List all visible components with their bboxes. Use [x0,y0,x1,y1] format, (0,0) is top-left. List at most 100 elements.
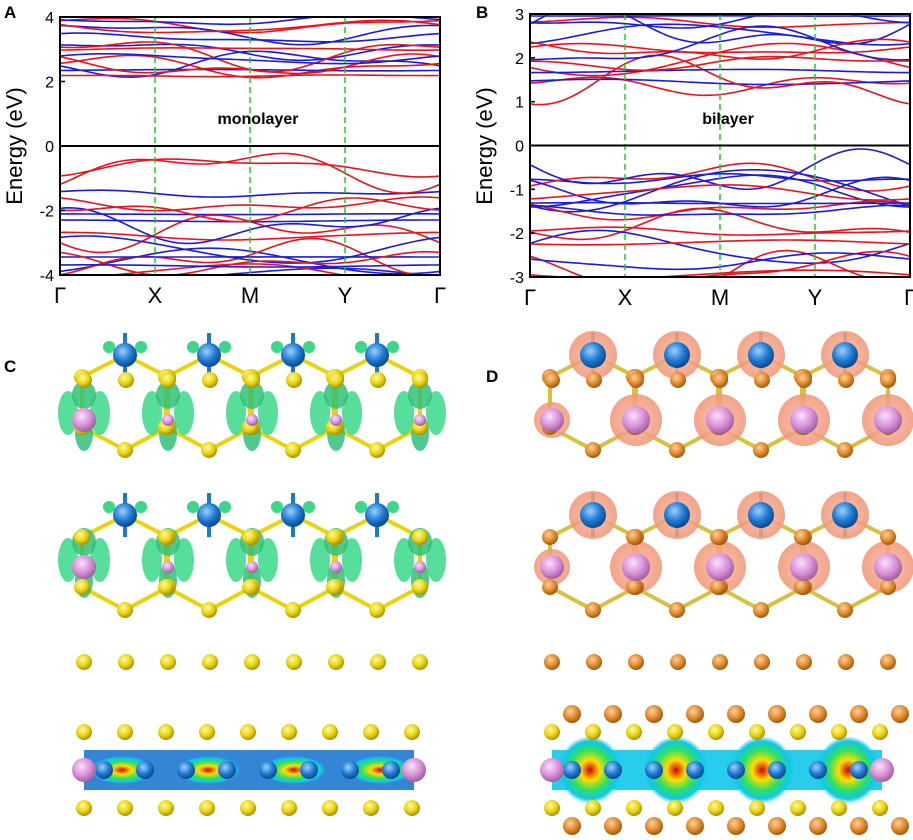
isosurface-lobe [135,341,147,353]
y-tick-label: 4 [45,10,54,27]
chalcogen-atom [542,579,558,595]
chalcogen-atom [201,442,217,458]
chalcogen-atom [585,724,601,740]
chalcogen-atom [404,800,420,816]
metal-atom [341,761,359,779]
chalcogen-atom [117,442,133,458]
chalcogen-atom [328,372,344,388]
chalcogen-atom [880,529,896,545]
band-line [530,239,910,246]
panel-label-c: C [4,357,16,376]
chalcogen-atom [328,654,344,670]
metal-atom [113,503,137,527]
chalcogen-atom [754,372,770,388]
chalcogen-atom [281,724,297,740]
chalcogen-atom [369,442,385,458]
chalcogen-atom [768,817,786,835]
chalcogen-atom [670,654,686,670]
isosurface-lobe [355,341,367,353]
k-point-label: Y [338,283,353,308]
structure-monolayer-side-view [72,724,426,816]
chalcogen-atom [768,705,786,723]
chalcogen-atom [708,724,724,740]
band-line [60,189,440,198]
band-line [530,269,910,277]
pink-atom [706,553,734,581]
metal-atom [365,503,389,527]
isosurface-lobe [219,341,231,353]
chalcogen-atom [626,724,642,740]
metal-atom [177,761,195,779]
metal-atom [768,761,786,779]
metal-atom [645,761,663,779]
chalcogen-atom [686,705,704,723]
chalcogen-atom [76,800,92,816]
metal-atom [95,761,113,779]
pink-atom [162,414,174,426]
isosurface-lobe [135,501,147,513]
chalcogen-atom [850,705,868,723]
chalcogen-atom [199,800,215,816]
chalcogen-atom [626,800,642,816]
chalcogen-atom [158,724,174,740]
chalcogen-atom [796,654,812,670]
pink-atom [414,561,426,573]
k-point-label: Y [808,285,823,310]
chalcogen-atom [244,654,260,670]
chalcogen-atom [242,579,258,595]
pink-atom [870,758,894,782]
pink-atom [540,408,564,432]
metal-atom [748,342,774,368]
chalcogen-atom [412,654,428,670]
chalcogen-atom [363,800,379,816]
isosurface-lobe [271,501,283,513]
chalcogen-atom [326,579,342,595]
band-structure-monolayer: 4 2 0 -2 -4 Γ X M Y Γ Energy (eV) monolayer [2,10,446,308]
chalcogen-atom [585,602,601,618]
chalcogen-atom [712,372,728,388]
chalcogen-atom [708,800,724,816]
panel-label-d: D [486,367,498,386]
charge-density-hotspot [816,736,880,804]
chalcogen-atom [369,602,385,618]
chalcogen-atom [790,800,806,816]
metal-atom [365,343,389,367]
bond [549,585,594,612]
chalcogen-atom [837,602,853,618]
pink-atom [246,414,258,426]
metal-atom [832,342,858,368]
isosurface-lobe [103,341,115,353]
structure-bilayer-side-view [540,705,909,835]
chalcogen-atom [626,529,642,545]
chalcogen-atom [281,800,297,816]
chalcogen-atom [794,579,810,595]
chalcogen-atom [727,705,745,723]
chalcogen-atom [370,372,386,388]
chalcogen-atom [286,372,302,388]
metal-atom [563,761,581,779]
metal-atom [300,761,318,779]
chalcogen-atom [809,817,827,835]
chalcogen-atom [158,579,174,595]
metal-atom [136,761,154,779]
panel-label-b: B [476,3,488,22]
chalcogen-atom [686,817,704,835]
y-axis-label-b: Energy (eV) [472,87,497,204]
metal-atom [197,343,221,367]
chalcogen-atom [837,442,853,458]
chalcogen-atom [880,654,896,670]
y-tick-label: 2 [45,75,54,92]
chalcogen-atom [628,372,644,388]
isosurface-lobe [271,341,283,353]
y-tick-label: -4 [40,268,54,285]
chalcogen-atom [790,724,806,740]
chalcogen-atom [242,529,258,545]
chalcogen-atom [604,705,622,723]
chalcogen-atom [74,529,90,545]
chalcogen-atom [118,372,134,388]
k-point-label: Γ [904,285,913,310]
k-point-label: Γ [434,283,446,308]
isosurface-lobe [387,341,399,353]
metal-atom [832,502,858,528]
chalcogen-atom [669,442,685,458]
